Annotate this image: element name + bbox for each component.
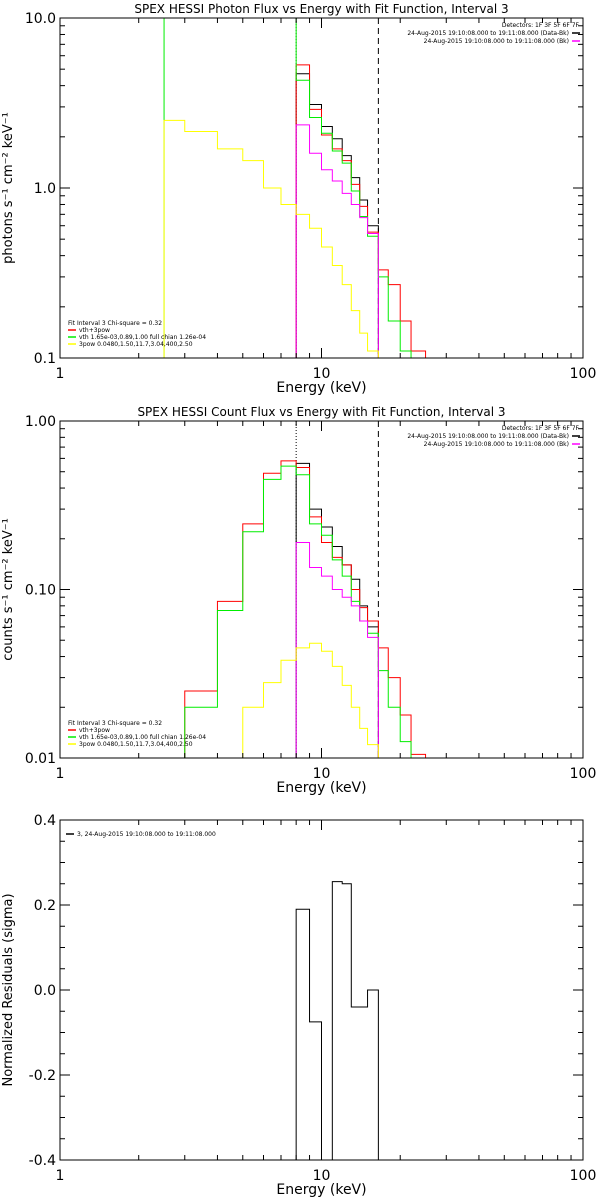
fit-legend-item: vth 1.65e-03,0.89,1.00 full chian 1.26e-… [79, 334, 206, 341]
x-tick-label: 100 [570, 1168, 597, 1184]
detectors-label: Detectors: 1F 3F 5F 6F 7F [502, 22, 580, 29]
x-tick-label: 1 [56, 1168, 65, 1184]
y-tick-label: 0.10 [25, 583, 56, 599]
detectors-label: Detectors: 1F 3F 5F 6F 7F [502, 425, 580, 432]
plot-frame [59, 420, 584, 759]
y-tick-label: 0.1 [34, 351, 56, 367]
chart-panel-3: 1 10 100 -0.4 -0.2 0.0 0.2 0.4 Energy (keV) Norma… [1, 813, 596, 1198]
series-line-4 [295, 124, 379, 358]
chart-panel-2: 1 10 100 0.01 0.10 1.00 SPEX HESSI Count Flux … [1, 405, 596, 796]
y-axis-label: photons s⁻¹ cm⁻² keV⁻¹ [1, 112, 16, 264]
chart-panel-1: 1 10 100 0.1 1.0 10.0 SPEX HESSI Photon Flux v… [1, 2, 596, 396]
x-tick-label: 10 [313, 366, 331, 382]
time-interval-label: 3, 24-Aug-2015 19:10:08.000 to 19:11:08.… [77, 831, 216, 838]
y-tick-label: 0.4 [34, 813, 56, 829]
y-tick-label: 10.0 [25, 11, 56, 27]
series-line-1 [295, 73, 379, 358]
chart-title: SPEX HESSI Photon Flux vs Energy with Fi… [134, 2, 508, 16]
series-line-1 [295, 462, 379, 758]
chart-title: SPEX HESSI Count Flux vs Energy with Fit… [137, 405, 505, 419]
x-axis-label: Energy (keV) [276, 380, 366, 396]
series-line-5 [184, 642, 379, 759]
series-line-2 [184, 460, 427, 758]
time-interval-label: 24-Aug-2015 19:10:08.000 to 19:11:08.000… [424, 441, 569, 448]
x-tick-label: 100 [570, 366, 597, 382]
time-interval-label: 24-Aug-2015 19:10:08.000 to 19:11:08.000… [424, 38, 569, 45]
fit-legend-item: vth+3pow [79, 327, 110, 334]
time-interval-label: 24-Aug-2015 19:10:08.000 to 19:11:08.000… [407, 30, 569, 37]
y-tick-label: 0.2 [34, 898, 56, 914]
y-tick-label: -0.2 [29, 1068, 56, 1084]
plot-frame [59, 17, 584, 359]
x-tick-label: 10 [313, 766, 331, 782]
x-tick-label: 10 [313, 1168, 331, 1184]
fit-legend-item: vth+3pow [79, 727, 110, 734]
y-tick-label: 1.0 [34, 181, 56, 197]
fit-legend-item: vth 1.65e-03,0.89,1.00 full chian 1.26e-… [79, 734, 206, 741]
y-tick-label: -0.4 [29, 1153, 56, 1169]
y-axis-label: Normalized Residuals (sigma) [1, 893, 16, 1086]
y-tick-label: 1.00 [25, 414, 56, 430]
time-interval-label: 24-Aug-2015 19:10:08.000 to 19:11:08.000… [407, 433, 569, 440]
series-line-4 [295, 542, 379, 758]
x-tick-label: 1 [56, 766, 65, 782]
y-tick-label: 0.01 [25, 751, 56, 767]
x-axis-label: Energy (keV) [276, 780, 366, 796]
series-line-5 [163, 119, 379, 358]
y-axis-label: counts s⁻¹ cm⁻² keV⁻¹ [1, 518, 16, 661]
x-tick-label: 100 [570, 766, 597, 782]
fit-legend-header: Fit Interval 3 Chi-square = 0.32 [68, 320, 162, 327]
series-line-2 [295, 64, 427, 358]
series-line-3 [184, 465, 412, 758]
fit-legend-header: Fit Interval 3 Chi-square = 0.32 [68, 720, 162, 727]
x-axis-label: Energy (keV) [276, 1182, 366, 1198]
x-tick-label: 1 [56, 366, 65, 382]
fit-legend-item: 3pow 0.0480,1.50,11.7,3.04,400,2.50 [79, 741, 193, 748]
y-tick-label: 0.0 [34, 983, 56, 999]
fit-legend-item: 3pow 0.0480,1.50,11.7,3.04,400,2.50 [79, 341, 193, 348]
series-line-1 [295, 881, 379, 1161]
series-line-3 [163, 17, 412, 358]
